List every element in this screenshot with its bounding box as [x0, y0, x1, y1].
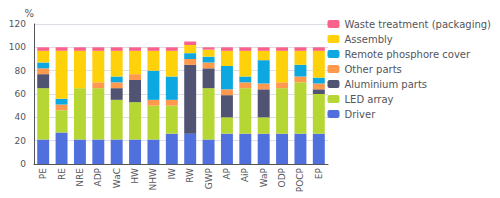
svg-text:RW: RW — [185, 168, 195, 183]
svg-text:Waste treatment (packaging): Waste treatment (packaging) — [344, 19, 491, 30]
svg-text:0: 0 — [20, 159, 26, 169]
svg-text:RE: RE — [57, 168, 67, 180]
svg-text:NHW: NHW — [148, 168, 158, 191]
svg-text:WaC: WaC — [112, 168, 122, 188]
svg-text:GWP: GWP — [204, 167, 214, 189]
svg-text:POCP: POCP — [295, 167, 305, 192]
svg-text:LED array: LED array — [344, 94, 393, 105]
svg-text:AP: AP — [222, 167, 232, 179]
svg-text:EP: EP — [314, 167, 324, 179]
svg-text:120: 120 — [9, 19, 26, 29]
svg-text:40: 40 — [15, 112, 27, 122]
svg-text:Remote phosphore cover: Remote phosphore cover — [344, 49, 470, 60]
svg-text:Assembly: Assembly — [344, 34, 392, 45]
svg-text:PE: PE — [38, 168, 48, 179]
svg-text:Other parts: Other parts — [344, 64, 401, 75]
svg-text:60: 60 — [15, 89, 27, 99]
svg-text:Aluminium parts: Aluminium parts — [344, 79, 427, 90]
svg-text:%: % — [24, 8, 34, 19]
svg-text:HW: HW — [130, 168, 140, 184]
svg-text:NRE: NRE — [75, 168, 85, 187]
svg-text:ADP: ADP — [93, 167, 103, 186]
svg-text:20: 20 — [15, 136, 27, 146]
svg-text:100: 100 — [9, 42, 26, 52]
svg-text:IW: IW — [167, 168, 177, 180]
svg-text:WaP: WaP — [259, 167, 269, 187]
svg-text:Driver: Driver — [344, 109, 376, 120]
svg-text:80: 80 — [15, 66, 27, 76]
svg-text:ODP: ODP — [277, 167, 287, 187]
svg-text:AiP: AiP — [240, 167, 250, 182]
